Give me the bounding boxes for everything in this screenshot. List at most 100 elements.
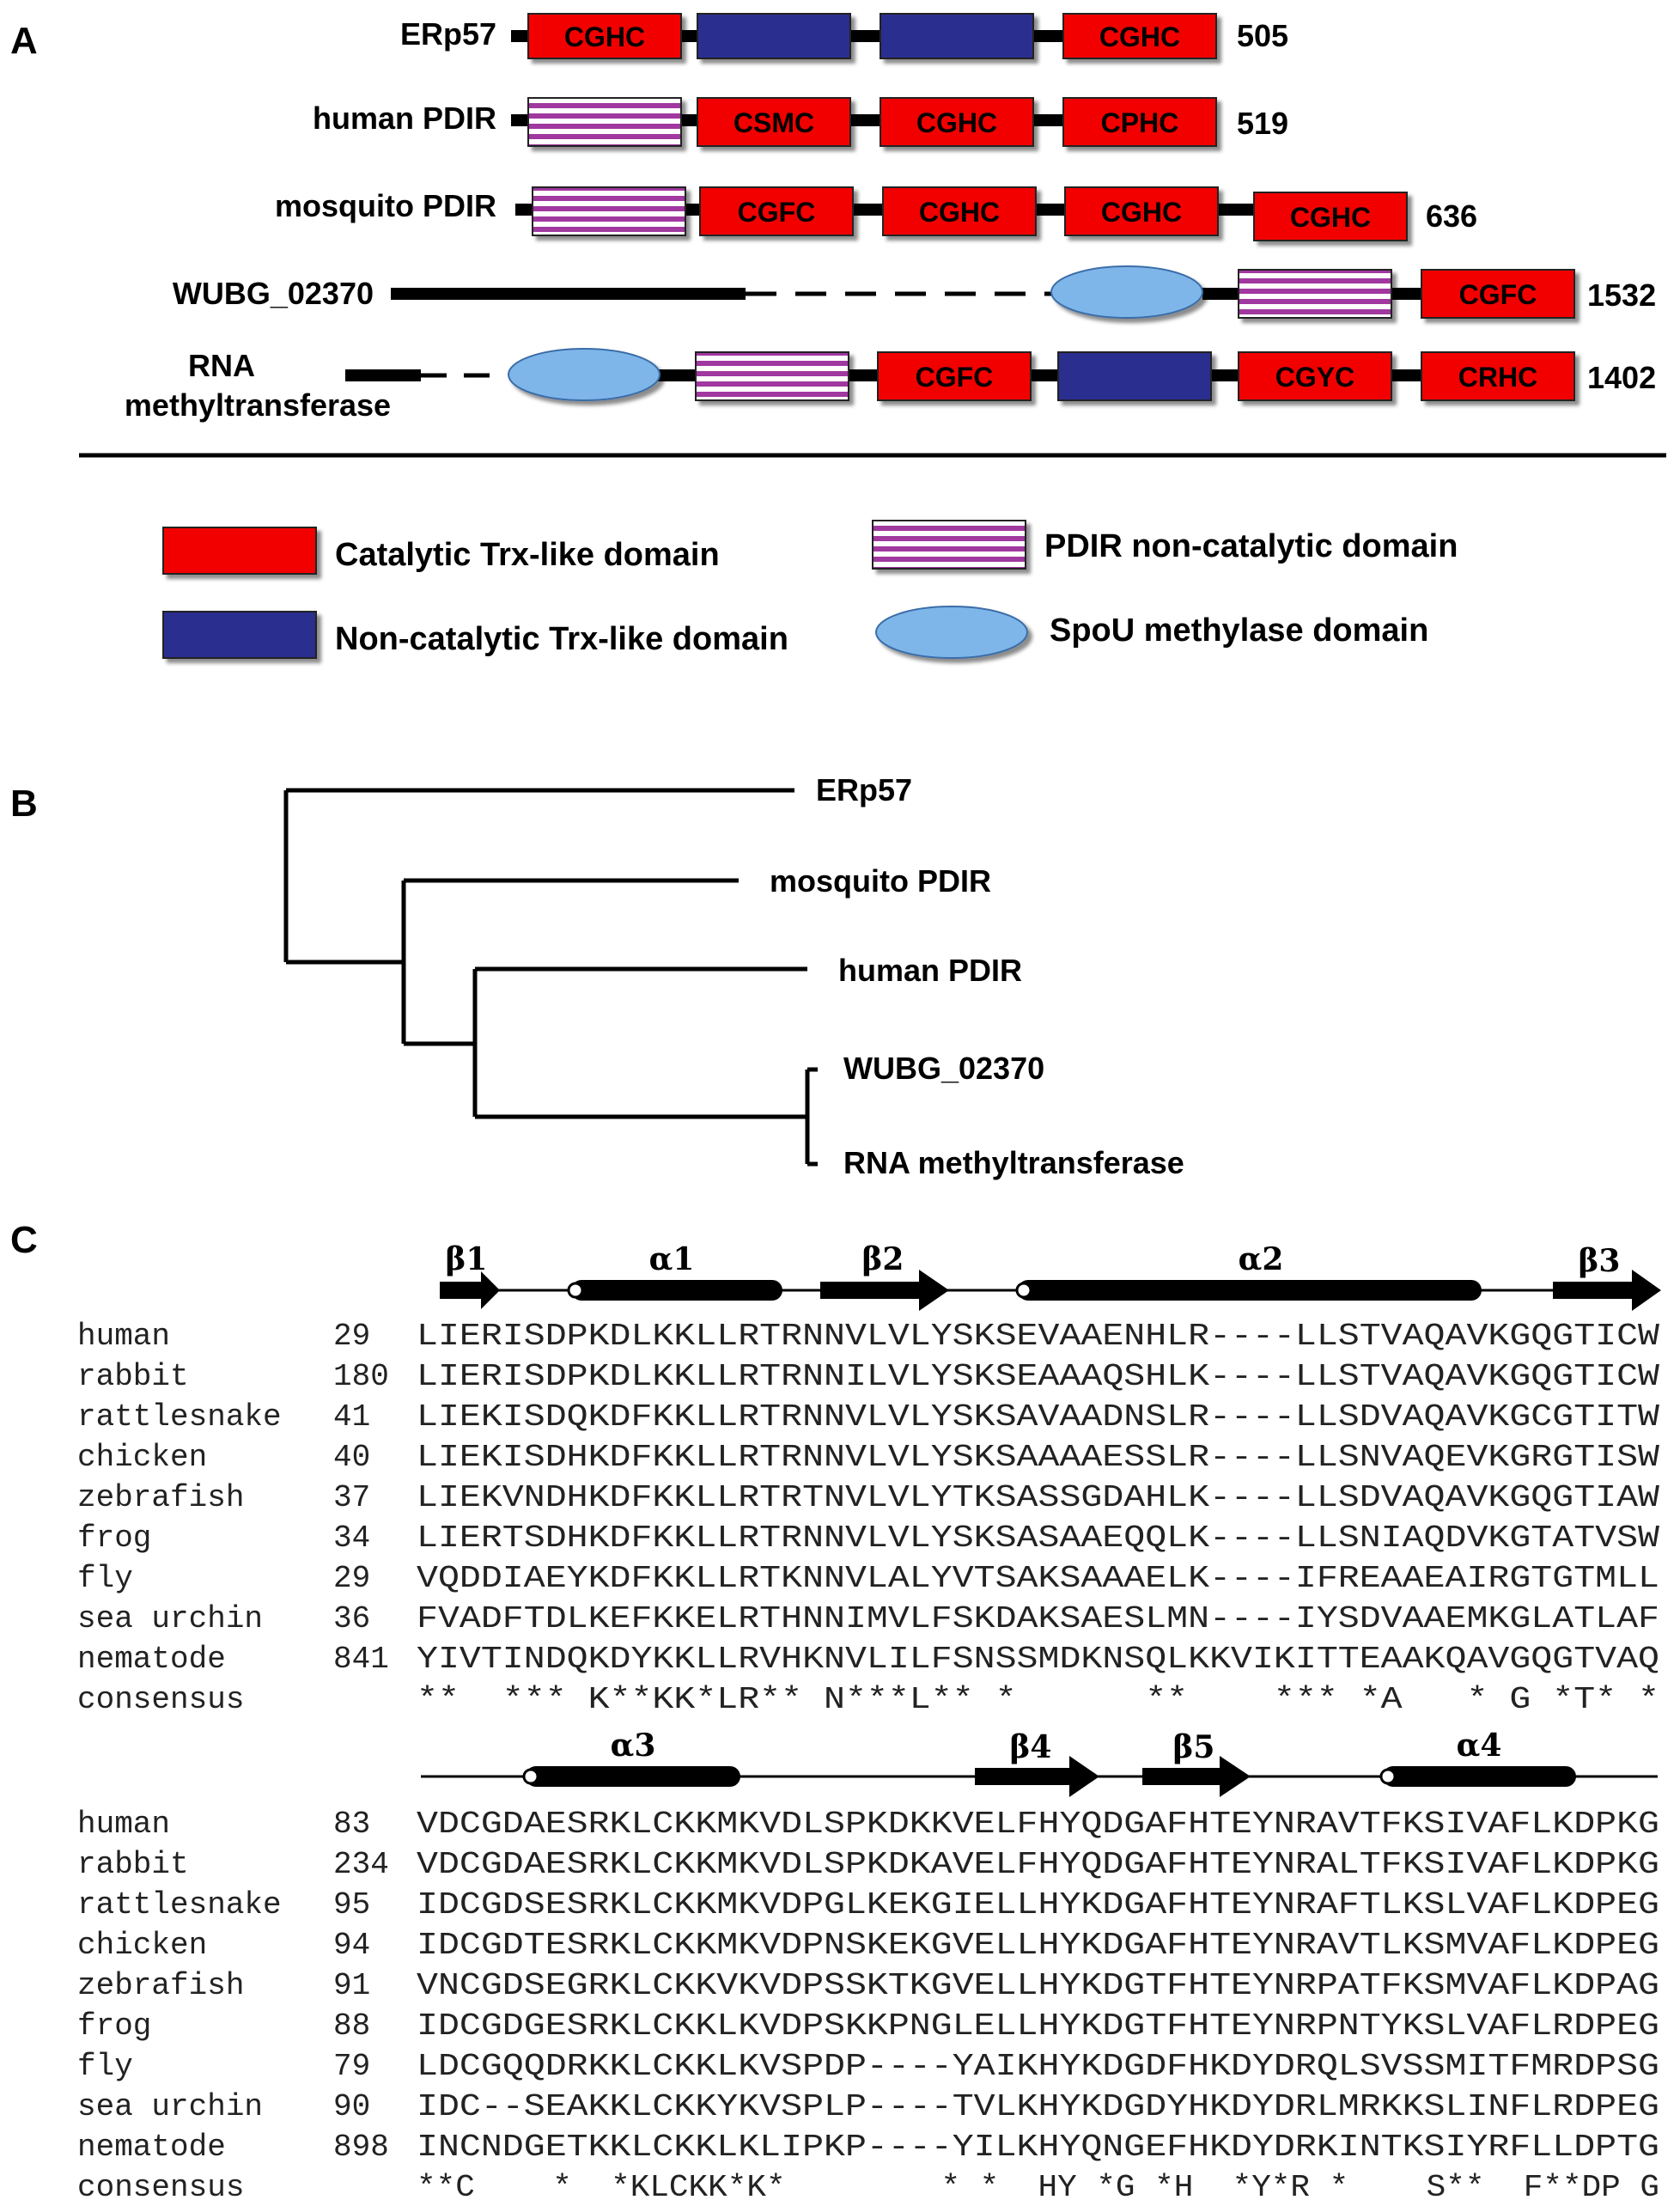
taxon-name: rabbit bbox=[77, 1847, 189, 1882]
protein-human-pdir: human PDIR CSMC CGHC CPHC 519 bbox=[313, 97, 1288, 147]
ss-label: α4 bbox=[1457, 1728, 1502, 1764]
table-row: chicken 94 IDCGDTESRKLCKKMKVDPNSKEKGVELLHY… bbox=[77, 1928, 1659, 1963]
motif-label: CGHC bbox=[1290, 202, 1371, 233]
start-position: 34 bbox=[333, 1520, 370, 1556]
alignment-block-2: human 83 VDCGDAESRKLCKKMKVDLSPKDKKVELFHYQD… bbox=[77, 1807, 1659, 2205]
motif-label: CPHC bbox=[1101, 107, 1179, 138]
table-row: human 29 LIERISDPKDLKKLLRTRNNVLVLYSKSEVAAE… bbox=[77, 1319, 1659, 1354]
taxon-name: nematode bbox=[77, 2130, 226, 2165]
helix-start-marker bbox=[567, 1282, 584, 1299]
protein-length: 636 bbox=[1426, 198, 1477, 234]
protein-name: WUBG_02370 bbox=[173, 276, 374, 311]
legend: Catalytic Trx-like domain Non-catalytic … bbox=[162, 520, 1458, 659]
secondary-structure-block-2: α3 β4 β5 α4 bbox=[421, 1728, 1658, 1797]
start-position: 90 bbox=[333, 2089, 370, 2124]
taxon-name: zebrafish bbox=[77, 1480, 244, 1515]
sequence: LIERTSDHKDFKKLLRTRNNVLVLYSKSASAAEQQLK---… bbox=[417, 1520, 1659, 1556]
alpha-helix bbox=[571, 1280, 782, 1301]
table-row: zebrafish 37 LIEKVNDHKDFKKLLRTRTNVLVLYTKSA… bbox=[77, 1480, 1659, 1515]
ss-label: α2 bbox=[1239, 1241, 1284, 1277]
table-row: nematode 841 YIVTINDQKDYKKLLRVHKNVLILFSNSS… bbox=[77, 1642, 1659, 1677]
tree-leaf-human-pdir: human PDIR bbox=[838, 953, 1022, 988]
pdir-domain bbox=[695, 351, 849, 401]
catalytic-domain bbox=[527, 13, 682, 59]
catalytic-domain bbox=[1238, 351, 1392, 401]
consensus-row: consensus ** *** K**KK*LR** N***L** * ** … bbox=[77, 1682, 1659, 1717]
start-position: 95 bbox=[333, 1887, 370, 1923]
protein-name: human PDIR bbox=[313, 101, 496, 136]
sequence: LIEKVNDHKDFKKLLRTRTNVLVLYTKSASSGDAHLK---… bbox=[417, 1480, 1659, 1515]
motif-label: CGFC bbox=[916, 362, 994, 393]
motif-label: CGYC bbox=[1275, 362, 1354, 393]
protein-name-line-1: RNA bbox=[188, 348, 255, 383]
protein-length: 519 bbox=[1237, 106, 1288, 141]
ss-label: α1 bbox=[649, 1241, 695, 1277]
taxon-name: rabbit bbox=[77, 1359, 189, 1394]
taxon-name: rattlesnake bbox=[77, 1399, 282, 1435]
taxon-name: sea urchin bbox=[77, 1601, 263, 1636]
protein-length: 505 bbox=[1237, 18, 1288, 53]
table-row: frog 34 LIERTSDHKDFKKLLRTRNNVLVLYSKSASAAEQ… bbox=[77, 1520, 1659, 1556]
helix-start-marker bbox=[522, 1768, 539, 1785]
sequence: LIERISDPKDLKKLLRTRNNILVLYSKSEAAAQSHLK---… bbox=[417, 1359, 1659, 1394]
start-position: 37 bbox=[333, 1480, 370, 1515]
phylogenetic-tree bbox=[283, 788, 818, 1167]
noncatalytic-domain bbox=[880, 13, 1034, 59]
legend-swatch-catalytic bbox=[162, 527, 317, 575]
sequence: FVADFTDLKEFKKELRTHNNIMVLFSKDAKSAESLMN---… bbox=[417, 1601, 1659, 1636]
start-position: 898 bbox=[333, 2130, 389, 2165]
beta-strand-arrow bbox=[440, 1271, 500, 1309]
start-position: 94 bbox=[333, 1928, 370, 1963]
panel-a-letter: A bbox=[10, 20, 38, 62]
sequence: VNCGDSEGRKLCKKVKVDPSSKTKGVELLHYKDGTFHTEY… bbox=[417, 1968, 1659, 2003]
ss-label: β4 bbox=[1010, 1729, 1052, 1765]
legend-label-pdir: PDIR non-catalytic domain bbox=[1044, 528, 1458, 564]
catalytic-domain bbox=[1062, 13, 1217, 59]
beta-strand-arrow bbox=[1553, 1270, 1661, 1311]
start-position: 29 bbox=[333, 1561, 370, 1596]
start-position: 841 bbox=[333, 1642, 389, 1677]
sequence: LIEKISDHKDFKKLLRTRNNVLVLYSKSAAAAESSLR---… bbox=[417, 1440, 1659, 1475]
sequence: INCNDGETKKLCKKLKLIPKP----YILKHYQNGEFHKDY… bbox=[417, 2130, 1659, 2165]
protein-name: ERp57 bbox=[400, 16, 496, 52]
helix-start-marker bbox=[1015, 1282, 1032, 1299]
legend-swatch-noncatalytic bbox=[162, 611, 317, 659]
sequence: VDCGDAESRKLCKKMKVDLSPKDKAVELFHYQDGAFHTEY… bbox=[417, 1847, 1659, 1882]
table-row: human 83 VDCGDAESRKLCKKMKVDLSPKDKKVELFHYQD… bbox=[77, 1807, 1659, 1842]
catalytic-domain bbox=[882, 186, 1037, 236]
sequence: LIEKISDQKDFKKLLRTRNNVLVLYSKSAVAADNSLR---… bbox=[417, 1399, 1659, 1435]
start-position: 41 bbox=[333, 1399, 370, 1435]
spou-domain bbox=[508, 348, 660, 401]
table-row: rattlesnake 41 LIEKISDQKDFKKLLRTRNNVLVLYSK… bbox=[77, 1399, 1659, 1435]
start-position: 79 bbox=[333, 2049, 370, 2084]
tree-leaf-wubg-02370: WUBG_02370 bbox=[843, 1051, 1044, 1086]
sequence: LDCGQQDRKKLCKKLKVSPDP----YAIKHYKDGDFHKDY… bbox=[417, 2049, 1659, 2084]
sequence: YIVTINDQKDYKKLLRVHKNVLILFSNSSMDKNSQLKKVI… bbox=[417, 1642, 1659, 1677]
noncatalytic-domain bbox=[697, 13, 851, 59]
taxon-name: human bbox=[77, 1319, 170, 1354]
taxon-name: human bbox=[77, 1807, 170, 1842]
start-position: 91 bbox=[333, 1968, 370, 2003]
catalytic-domain bbox=[1062, 97, 1217, 147]
ss-label: β1 bbox=[446, 1241, 488, 1277]
table-row: chicken 40 LIEKISDHKDFKKLLRTRNNVLVLYSKSAAA… bbox=[77, 1440, 1659, 1475]
sequence: IDCGDGESRKLCKKLKVDPSKKPNGLELLHYKDGTFHTEY… bbox=[417, 2008, 1659, 2044]
ss-label: β5 bbox=[1173, 1729, 1215, 1765]
ss-label: β2 bbox=[862, 1241, 904, 1277]
motif-label: CGFC bbox=[738, 197, 816, 228]
taxon-name: nematode bbox=[77, 1642, 226, 1677]
catalytic-domain bbox=[1421, 269, 1575, 319]
taxon-name: fly bbox=[77, 2049, 133, 2084]
catalytic-domain bbox=[1064, 186, 1219, 236]
sequence: IDCGDTESRKLCKKMKVDPNSKEKGVELLHYKDGAFHTEY… bbox=[417, 1928, 1659, 1963]
pdir-domain bbox=[527, 97, 682, 147]
motif-label: CGHC bbox=[916, 107, 997, 138]
table-row: frog 88 IDCGDGESRKLCKKLKVDPSKKPNGLELLHYKDG… bbox=[77, 2008, 1659, 2044]
table-row: nematode 898 INCNDGETKKLCKKLKLIPKP----YILK… bbox=[77, 2130, 1659, 2165]
consensus-sequence: **C * *KLCKK*K* * * HY *G *H *Y*R * S** … bbox=[417, 2170, 1659, 2205]
taxon-name: sea urchin bbox=[77, 2089, 263, 2124]
consensus-sequence: ** *** K**KK*LR** N***L** * ** *** *A * … bbox=[417, 1682, 1659, 1717]
start-position: 88 bbox=[333, 2008, 370, 2044]
motif-label: CGHC bbox=[919, 197, 1000, 228]
